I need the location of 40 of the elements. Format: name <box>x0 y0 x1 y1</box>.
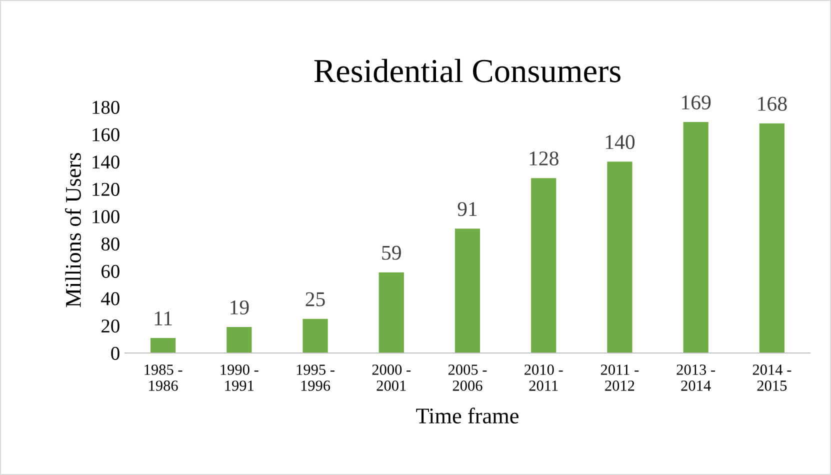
y-tick-label: 0 <box>111 346 120 360</box>
bar <box>531 178 556 353</box>
x-tick-label: 2000 - 2001 <box>372 364 411 391</box>
bar <box>607 162 632 353</box>
data-label: 168 <box>758 96 787 111</box>
data-label: 11 <box>154 311 172 326</box>
x-tick-label: 2013 - 2014 <box>676 364 716 391</box>
x-tick-label: 1995 - 1996 <box>296 364 334 391</box>
bar <box>454 228 480 353</box>
bar <box>226 327 252 353</box>
x-tick-label: 1985 - 1986 <box>144 364 182 391</box>
y-tick-label: 100 <box>92 210 120 224</box>
x-tick-label: 2005 - 2006 <box>448 364 487 391</box>
bar <box>759 123 785 353</box>
y-tick-label: 60 <box>102 264 120 278</box>
bar <box>302 318 328 353</box>
bar <box>683 122 708 353</box>
bar <box>378 272 404 353</box>
y-tick-label: 160 <box>92 128 120 142</box>
data-label: 91 <box>458 202 477 216</box>
data-label: 140 <box>606 135 635 150</box>
bar <box>150 338 176 353</box>
data-label: 128 <box>530 151 558 166</box>
chart-title: Residential Consumers <box>314 58 620 82</box>
data-label: 59 <box>382 246 401 260</box>
y-tick-label: 180 <box>92 100 120 114</box>
x-tick-label: 2014 - 2015 <box>752 364 792 391</box>
x-tick-label: 2011 - 2012 <box>600 364 639 391</box>
data-label: 169 <box>682 95 711 110</box>
y-tick-label: 20 <box>102 319 120 333</box>
y-tick-label: 80 <box>101 237 120 251</box>
y-tick-label: 120 <box>92 182 120 196</box>
x-tick-label: 1990 - 1991 <box>220 364 258 391</box>
data-label: 25 <box>306 292 325 306</box>
x-axis-title: Time frame <box>416 408 518 424</box>
y-tick-label: 40 <box>101 292 120 306</box>
y-tick-label: 140 <box>92 155 120 169</box>
data-label: 19 <box>230 300 249 314</box>
y-axis-title: Millions of Users <box>65 153 81 308</box>
x-tick-label: 2010 - 2011 <box>524 364 563 391</box>
